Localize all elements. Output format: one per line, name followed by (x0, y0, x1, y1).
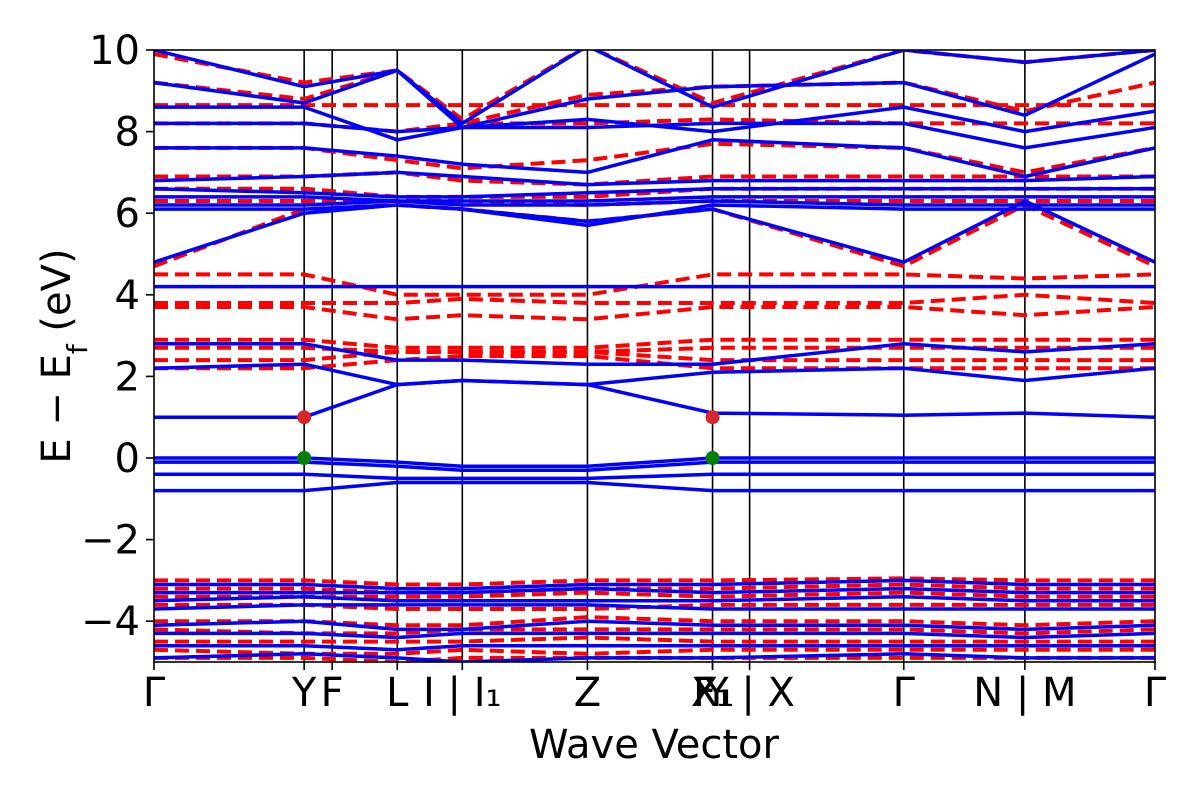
y-tick-label-5: 6 (115, 191, 140, 237)
x-tick-label-10: N | M (973, 670, 1076, 716)
band-edge-marker-0 (297, 410, 312, 425)
band-solid-7 (154, 195, 1155, 203)
band-dashed-12 (154, 337, 1155, 350)
band-edge-marker-1 (297, 451, 312, 465)
band-dashed-9 (154, 272, 1155, 297)
band-solid-4 (154, 138, 1155, 179)
band-solid-17 (154, 472, 1155, 481)
x-tick-label-0: Γ (143, 670, 166, 716)
band-edge-markers (297, 410, 720, 465)
band-solid-14 (154, 378, 1155, 419)
band-solid-21 (154, 594, 1155, 603)
x-tick-label-11: Γ (1144, 670, 1167, 716)
band-solid-25 (154, 643, 1155, 652)
band-edge-marker-3 (705, 451, 720, 465)
y-axis-title-subscript: f (61, 343, 94, 354)
band-solid-9 (154, 203, 1155, 228)
plot-frame (153, 49, 1156, 663)
x-tick-label-4: I | I₁ (423, 670, 502, 716)
band-solid-10 (154, 199, 1155, 264)
band-dashed-11 (154, 305, 1155, 322)
band-solid-1 (154, 52, 1155, 130)
band-solid-0 (154, 50, 1155, 126)
y-tick-label-2: 0 (115, 436, 140, 482)
y-tick-label-0: −4 (81, 599, 140, 645)
y-axis-title-unit: (eV) (34, 248, 80, 344)
x-tick-label-5: Z (574, 670, 601, 716)
x-tick-label-9: Γ (893, 670, 916, 716)
band-dashed-22 (154, 635, 1155, 644)
band-solid-12 (154, 342, 1155, 366)
band-solid-8 (154, 199, 1155, 207)
band-dashed-16 (154, 576, 1155, 587)
band-solid-6 (154, 186, 1155, 199)
band-edge-marker-2 (705, 410, 720, 425)
y-tick-label-6: 8 (115, 110, 140, 156)
y-axis-title: E − Ef (eV) (34, 248, 94, 463)
x-axis-title: Wave Vector (529, 722, 780, 768)
band-solid-23 (154, 619, 1155, 632)
band-solid-19 (154, 578, 1155, 591)
x-tick-label-6: F₁ (693, 670, 732, 716)
y-axis-title-main: E − E (34, 354, 80, 464)
x-tick-label-3: L (386, 670, 409, 716)
band-dashed-10 (154, 292, 1155, 305)
y-tick-label-3: 2 (115, 354, 140, 400)
y-tick-label-4: 4 (115, 273, 140, 319)
band-solid-18 (154, 480, 1155, 493)
band-solid-22 (154, 603, 1155, 611)
y-tick-label-1: −2 (81, 518, 140, 564)
band-solid-20 (154, 586, 1155, 595)
x-tick-label-8: Y | X (703, 670, 795, 716)
band-solid-5 (154, 170, 1155, 187)
band-dashed-15 (154, 354, 1155, 371)
band-solid-2 (154, 105, 1155, 142)
x-tick-label-7: X₁ (691, 670, 734, 716)
band-solid-26 (154, 652, 1155, 662)
y-axis-ticks: −4 −2 0 2 4 6 8 10 (81, 28, 154, 645)
x-tick-label-2: F (321, 670, 344, 716)
x-tick-label-1: Y (291, 670, 317, 716)
band-solid-24 (154, 631, 1155, 640)
y-tick-label-7: 10 (89, 28, 140, 74)
band-solid-16 (154, 460, 1155, 472)
band-solid-15 (154, 456, 1155, 468)
band-dashed-14 (154, 349, 1155, 363)
band-solid-3 (154, 121, 1155, 150)
band-lines (154, 50, 1155, 662)
